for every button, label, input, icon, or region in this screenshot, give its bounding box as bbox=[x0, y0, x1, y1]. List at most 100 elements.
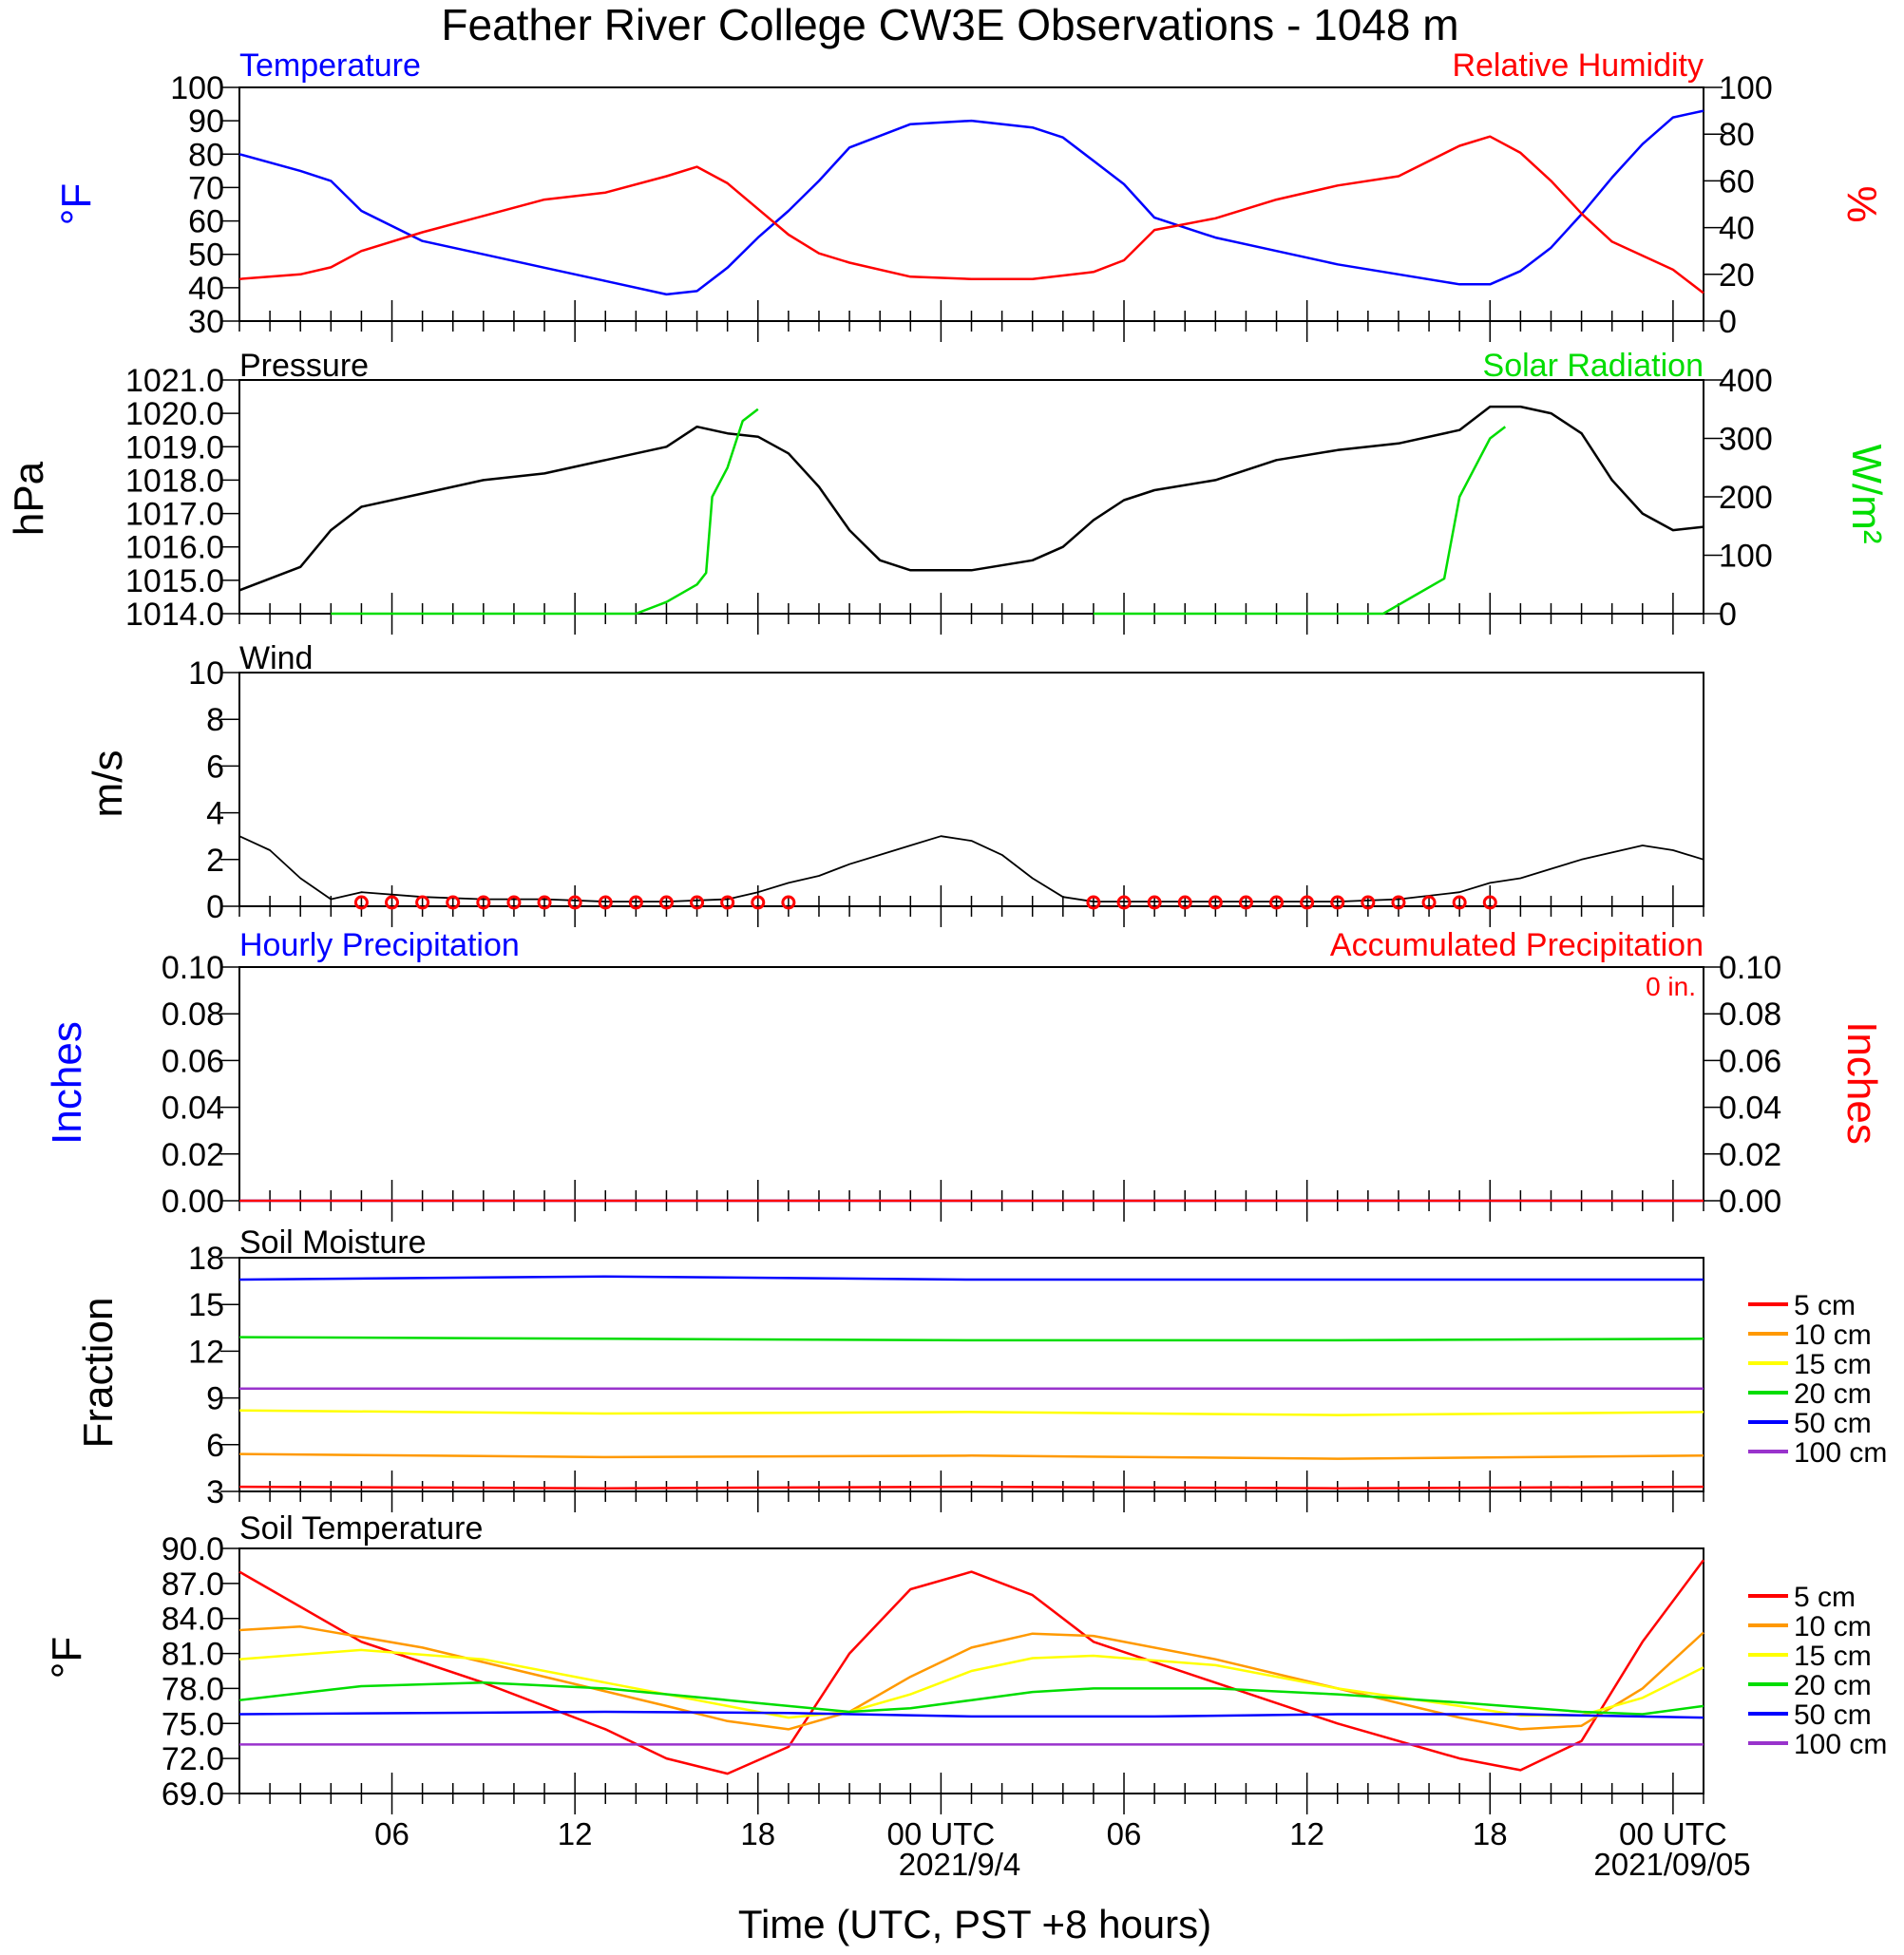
soil-moisture-50-cm-line bbox=[238, 1275, 1704, 1281]
accum-precip-total: 0 in. bbox=[1646, 972, 1696, 1001]
soil_moisture-legend-label: 50 cm bbox=[1794, 1408, 1872, 1439]
soil-moisture-10-cm-line bbox=[238, 1452, 1704, 1460]
pressure-left-tick-label: 1019.0 bbox=[125, 429, 224, 465]
soil-moisture-20-cm-line bbox=[238, 1336, 1704, 1342]
temp-left-tick-label: 60 bbox=[188, 204, 224, 240]
pressure-pressure-line bbox=[238, 405, 1704, 592]
wind-calm-marker bbox=[537, 895, 552, 910]
soil_temp-left-tick-label: 78.0 bbox=[162, 1671, 224, 1707]
temp-relative-humidity-line bbox=[238, 135, 1704, 294]
wind-calm-marker bbox=[598, 895, 613, 910]
soil-moisture-5-cm-line bbox=[238, 1485, 1704, 1490]
soil_temp-left-tick-label: 90.0 bbox=[162, 1531, 224, 1567]
soil_moisture-left-tick-label: 18 bbox=[188, 1241, 224, 1277]
solar-right-unit: W/m² bbox=[1843, 444, 1890, 543]
wind-frame bbox=[238, 672, 1704, 907]
wind-left-tick-label: 10 bbox=[188, 655, 224, 692]
precip-right-unit: Inches bbox=[1838, 1021, 1885, 1145]
wind-calm-marker bbox=[1086, 895, 1101, 910]
wind-calm-marker bbox=[1147, 895, 1162, 910]
x-tick-label: 18 bbox=[1473, 1816, 1508, 1851]
temp-left-tick-label: 70 bbox=[188, 170, 224, 206]
wind-calm-marker bbox=[1421, 895, 1437, 910]
soil-moisture-15-cm-line bbox=[238, 1409, 1704, 1416]
pressure-right-tick-label: 200 bbox=[1719, 480, 1773, 516]
pressure-solar-radiation-line-2 bbox=[1093, 426, 1507, 616]
soil_moisture-left-tick-label: 15 bbox=[188, 1287, 224, 1323]
wind-wind-line bbox=[238, 835, 1704, 902]
temp-left-tick-label: 90 bbox=[188, 104, 224, 140]
wind-calm-marker bbox=[1330, 895, 1345, 910]
soil_temp-legend-label: 5 cm bbox=[1794, 1582, 1856, 1613]
pressure-right-tick-label: 300 bbox=[1719, 422, 1773, 458]
pressure-solar-radiation-line bbox=[331, 408, 759, 616]
soil-temp-5-cm-line bbox=[238, 1559, 1705, 1775]
relative-humidity-title: Relative Humidity bbox=[1452, 47, 1704, 84]
pressure-title: Pressure bbox=[239, 348, 369, 384]
soil_moisture-left-tick-label: 3 bbox=[206, 1474, 224, 1510]
temp-left-tick-label: 40 bbox=[188, 271, 224, 307]
pressure-right-tick-label: 100 bbox=[1719, 539, 1773, 575]
temp-right-tick-label: 60 bbox=[1719, 163, 1755, 199]
temp-frame bbox=[238, 86, 1704, 322]
precip-right-tick-label: 0.00 bbox=[1719, 1184, 1781, 1220]
pressure-left-tick-label: 1015.0 bbox=[125, 563, 224, 599]
wind-calm-marker bbox=[1177, 895, 1192, 910]
soil_moisture-legend-label: 5 cm bbox=[1794, 1290, 1856, 1321]
x-tick-label: 00 UTC bbox=[887, 1816, 996, 1851]
accum-precip-title: Accumulated Precipitation bbox=[1330, 927, 1704, 963]
x-tick-label: 00 UTC bbox=[1619, 1816, 1727, 1851]
pressure-left-tick-label: 1014.0 bbox=[125, 597, 224, 633]
wind-left-tick-label: 0 bbox=[206, 889, 224, 925]
temp-right-tick-label: 0 bbox=[1719, 304, 1737, 340]
precip-left-tick-label: 0.04 bbox=[162, 1091, 224, 1127]
temp-left-tick-label: 80 bbox=[188, 137, 224, 173]
soil_temp-left-tick-label: 75.0 bbox=[162, 1706, 224, 1742]
wind-calm-marker bbox=[1208, 895, 1223, 910]
pressure-left-tick-label: 1018.0 bbox=[125, 463, 224, 499]
temp-right-tick-label: 80 bbox=[1719, 117, 1755, 153]
precip-right-tick-label: 0.08 bbox=[1719, 996, 1781, 1033]
temp-left-tick-label: 100 bbox=[170, 70, 224, 106]
x-tick-label: 12 bbox=[558, 1816, 593, 1851]
x-tick-label: 12 bbox=[1289, 1816, 1324, 1851]
temperature-title: Temperature bbox=[239, 47, 421, 84]
temp-left-unit: °F bbox=[53, 183, 100, 225]
x-tick-label: 18 bbox=[740, 1816, 775, 1851]
soil-moisture-title: Soil Moisture bbox=[239, 1224, 427, 1261]
precip-right-tick-label: 0.02 bbox=[1719, 1137, 1781, 1173]
soil_temp-legend-label: 100 cm bbox=[1794, 1729, 1887, 1760]
soil_moisture-left-tick-label: 6 bbox=[206, 1428, 224, 1464]
wind-calm-marker bbox=[781, 895, 796, 910]
precip-left-tick-label: 0.06 bbox=[162, 1043, 224, 1079]
wind-left-tick-label: 4 bbox=[206, 796, 224, 832]
solar-radiation-title: Solar Radiation bbox=[1483, 348, 1704, 384]
soil_temp-left-tick-label: 81.0 bbox=[162, 1637, 224, 1673]
plot-layer: 06 12 18 00 UTC 06 12 18 00 UTC1009080706050403… bbox=[125, 70, 1887, 1851]
precip-right-tick-label: 0.04 bbox=[1719, 1091, 1781, 1127]
pressure-left-tick-label: 1016.0 bbox=[125, 530, 224, 566]
soil_temp-legend-label: 10 cm bbox=[1794, 1611, 1872, 1642]
precip-left-tick-label: 0.08 bbox=[162, 996, 224, 1033]
x-date-label-1: 2021/9/4 bbox=[899, 1847, 1020, 1882]
wind-calm-marker bbox=[1238, 895, 1253, 910]
precip-right-tick-label: 0.10 bbox=[1719, 950, 1781, 986]
wind-calm-marker bbox=[658, 895, 674, 910]
x-tick-label: 06 bbox=[374, 1816, 409, 1851]
temp-right-tick-label: 40 bbox=[1719, 211, 1755, 247]
wind-left-tick-label: 8 bbox=[206, 702, 224, 738]
wind-left-tick-label: 6 bbox=[206, 749, 224, 785]
pressure-left-unit: hPa bbox=[6, 461, 52, 536]
wind-calm-marker bbox=[353, 895, 369, 910]
soil-temp-10-cm-line bbox=[238, 1625, 1704, 1731]
precip-right-tick-label: 0.06 bbox=[1719, 1043, 1781, 1079]
pressure-left-tick-label: 1017.0 bbox=[125, 497, 224, 533]
soil_moisture-legend-label: 10 cm bbox=[1794, 1319, 1872, 1351]
hourly-precip-title: Hourly Precipitation bbox=[239, 927, 520, 963]
wind-calm-marker bbox=[1116, 895, 1132, 910]
wind-calm-marker bbox=[1300, 895, 1315, 910]
x-date-label-2: 2021/09/05 bbox=[1593, 1847, 1750, 1882]
soil_temp-legend-label: 15 cm bbox=[1794, 1641, 1872, 1672]
soil_temp-legend-label: 20 cm bbox=[1794, 1670, 1872, 1701]
